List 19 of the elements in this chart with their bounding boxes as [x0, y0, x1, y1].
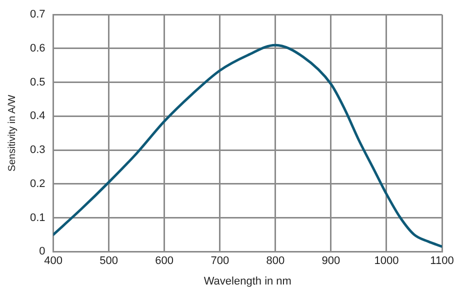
y-tick-label: 0.3: [30, 144, 46, 156]
y-tick-label: 0: [39, 246, 46, 258]
x-tick-label: 400: [44, 255, 62, 268]
y-tick-label: 0.4: [30, 110, 46, 122]
y-axis-title: Sensitivity in A/W: [6, 94, 18, 172]
y-tick-label: 0.2: [30, 178, 46, 190]
y-tick-label: 0.1: [30, 212, 46, 224]
y-tick-label: 0.5: [30, 76, 46, 88]
x-tick-label: 600: [155, 255, 174, 268]
x-axis-title: Wavelength in nm: [204, 275, 292, 288]
x-tick-label: 500: [100, 255, 118, 268]
y-tick-label: 0.6: [30, 42, 46, 54]
line-series: [53, 44, 442, 248]
x-tick-label: 1100: [430, 255, 454, 268]
x-tick-label: 800: [266, 255, 285, 268]
y-tick-label: 0.7: [30, 8, 46, 21]
x-tick-label: 900: [322, 255, 340, 268]
x-tick-label: 700: [210, 255, 230, 268]
x-tick-label: 1000: [374, 255, 399, 268]
